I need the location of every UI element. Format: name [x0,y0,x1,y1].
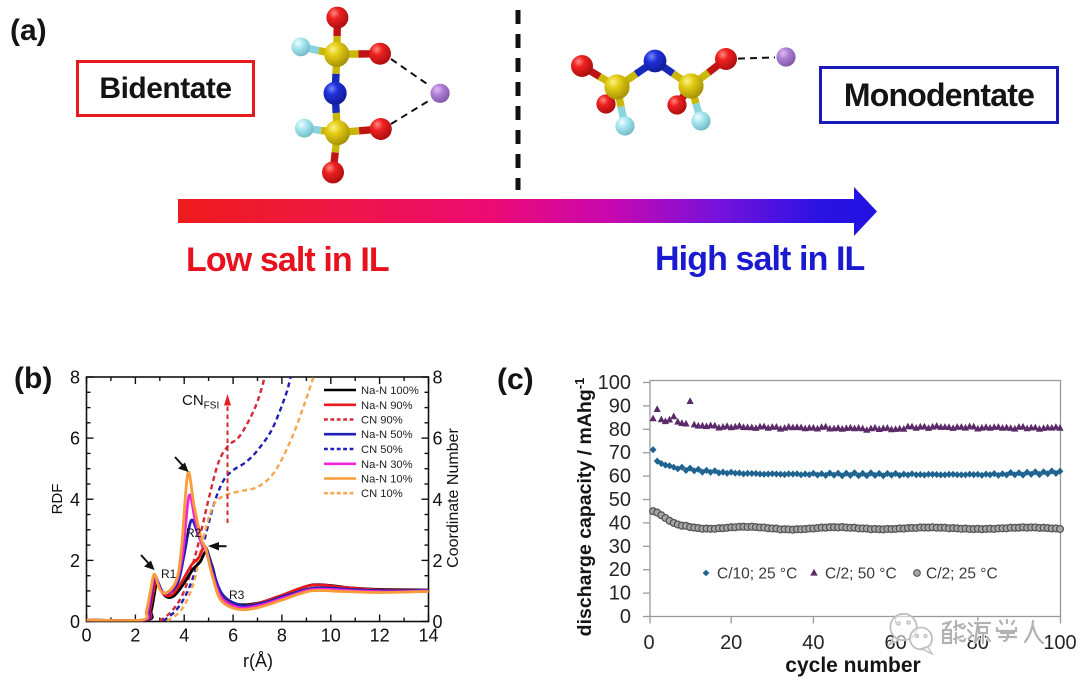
svg-text:C/2; 25 °C: C/2; 25 °C [926,566,998,583]
svg-text:4: 4 [433,490,443,510]
svg-text:CN 10%: CN 10% [361,488,403,500]
svg-text:2: 2 [130,626,140,646]
svg-text:60: 60 [609,466,631,488]
svg-text:Na-N 30%: Na-N 30% [361,459,413,471]
svg-text:RDF: RDF [49,484,66,515]
svg-text:discharge capacity / mAhg-1: discharge capacity / mAhg-1 [572,378,596,637]
svg-text:Na-N 50%: Na-N 50% [361,429,413,441]
svg-text:2: 2 [433,551,443,571]
svg-text:40: 40 [609,512,631,534]
svg-text:Na-N 90%: Na-N 90% [361,400,413,412]
svg-text:C/2; 50 °C: C/2; 50 °C [825,566,897,583]
svg-text:CNFSI: CNFSI [182,392,219,412]
svg-text:0: 0 [433,612,443,632]
svg-text:Na-N 100%: Na-N 100% [361,385,419,397]
svg-text:6: 6 [70,429,80,449]
svg-text:100: 100 [1043,632,1076,654]
svg-text:50: 50 [609,489,631,511]
svg-text:90: 90 [609,395,631,417]
svg-text:CN 50%: CN 50% [361,444,403,456]
svg-text:Na-N 10%: Na-N 10% [361,474,413,486]
svg-text:80: 80 [609,419,631,441]
svg-text:cycle number: cycle number [785,654,920,677]
svg-text:4: 4 [179,626,189,646]
svg-text:R3: R3 [229,588,245,602]
svg-text:20: 20 [720,632,742,654]
svg-text:70: 70 [609,442,631,464]
svg-text:2: 2 [70,551,80,571]
svg-text:100: 100 [598,372,631,394]
svg-text:4: 4 [70,490,80,510]
svg-text:10: 10 [321,626,341,646]
svg-text:0: 0 [70,612,80,632]
svg-text:CN 90%: CN 90% [361,415,403,427]
svg-text:30: 30 [609,536,631,558]
svg-text:0: 0 [643,632,654,654]
svg-text:C/10; 25 °C: C/10; 25 °C [717,566,797,583]
svg-text:0: 0 [620,606,631,628]
svg-text:8: 8 [433,368,443,388]
svg-text:8: 8 [70,368,80,388]
svg-text:r(Å): r(Å) [243,651,273,671]
svg-text:12: 12 [370,626,390,646]
svg-text:6: 6 [433,429,443,449]
svg-text:R2: R2 [186,526,202,540]
svg-text:40: 40 [802,632,824,654]
svg-text:8: 8 [277,626,287,646]
svg-text:0: 0 [81,626,91,646]
svg-text:6: 6 [228,626,238,646]
svg-text:10: 10 [609,583,631,605]
svg-text:20: 20 [609,559,631,581]
svg-text:Coordinate Number: Coordinate Number [445,428,462,568]
svg-text:R1: R1 [161,567,177,581]
svg-text:14: 14 [418,626,438,646]
